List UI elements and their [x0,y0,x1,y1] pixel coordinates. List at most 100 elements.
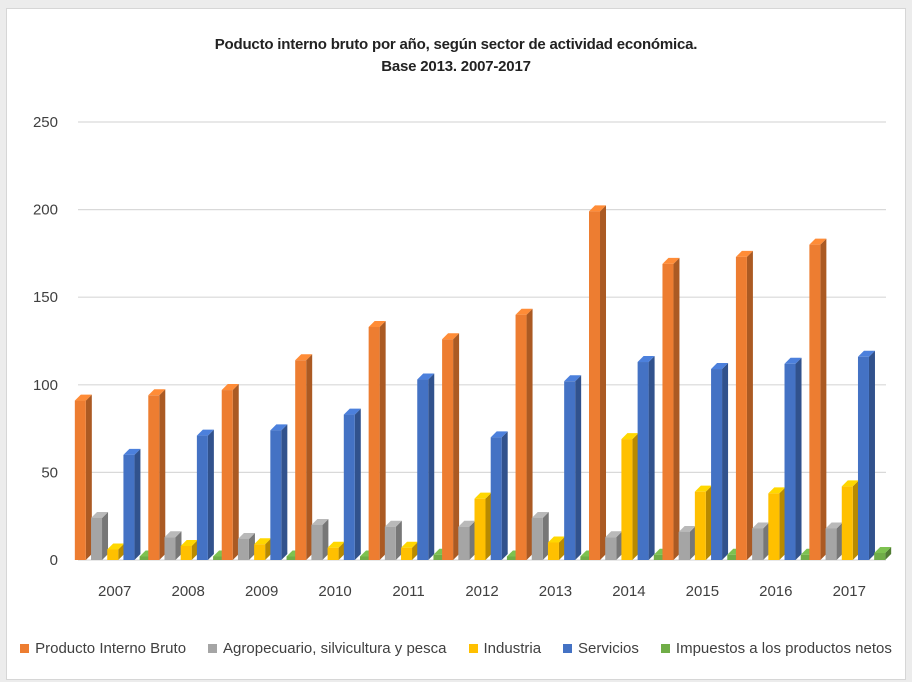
bar-front [327,547,339,560]
bar-top [662,257,680,264]
bar [368,320,386,560]
bar-front [295,360,307,560]
bar [857,350,875,560]
bar-front [605,537,617,560]
bar [401,541,419,560]
bar-front [809,244,821,560]
bar-side [648,356,655,560]
x-axis-ticks: 2007 2008 2009 2010 2011 2012 2013 2014 2015 2016… [98,583,866,600]
bar-front [662,263,674,560]
bar-front [490,437,502,560]
bar-front [735,256,747,560]
bar-top [368,320,386,327]
bar-front [148,395,160,560]
bar-top [221,384,239,391]
y-tick-label: 100 [33,377,58,394]
y-axis-ticks: 0 50 100 150 200 250 [33,114,58,569]
bar-side [632,433,639,560]
bar [295,354,313,560]
bar-side [175,531,182,560]
bar [123,448,141,560]
bar-top [825,522,843,529]
bar-side [248,532,255,560]
bar-top [809,238,827,245]
bar [311,518,329,560]
bar-front [237,538,249,560]
bar-front [213,556,225,560]
bar-side [338,541,345,560]
bar-front [752,528,764,560]
bar-side [428,373,435,560]
bar-side [673,257,680,560]
bar [343,408,361,560]
bar-side [616,531,623,560]
bar [254,538,272,560]
x-tick-label: 2009 [245,583,278,600]
bar [490,431,508,560]
bar-side [501,431,508,560]
bar [148,389,166,560]
bar-side [191,539,198,560]
bar-side [379,320,386,560]
bar-front [653,554,665,560]
bar-side [134,448,141,560]
bar [874,546,892,560]
bar-top [417,373,435,380]
legend-item: Producto Interno Bruto [20,640,186,657]
bar-top [490,431,508,438]
bar-top [107,543,125,550]
bar [784,357,802,560]
x-tick-label: 2011 [392,583,424,600]
legend-label: Producto Interno Bruto [35,640,187,657]
bar-top [196,429,214,436]
bar-front [401,547,413,560]
legend: Producto Interno Bruto Agropecuario, silv… [0,640,912,657]
bar-top [237,532,255,539]
y-tick-label: 50 [41,464,58,481]
x-tick-label: 2017 [833,583,866,600]
bar-side [868,350,875,560]
bar-front [857,356,869,560]
bar-front [474,498,486,560]
bar-front [564,381,576,560]
bar-side [705,485,712,560]
bar [825,522,843,560]
bar-side [469,520,476,560]
bar-top [384,520,402,527]
bar-side [542,511,549,560]
bar-top [784,357,802,364]
x-tick-label: 2007 [98,583,131,600]
bar-top [401,541,419,548]
bar-top [123,448,141,455]
bar [237,532,255,560]
bar [711,363,729,560]
x-tick-label: 2015 [686,583,719,600]
bar-front [727,554,739,560]
x-tick-label: 2008 [171,583,204,600]
bars [74,205,892,561]
bar-side [281,424,288,560]
bar-side [207,429,214,560]
bar-side [453,333,460,560]
bar-top [327,541,345,548]
bar-side [395,520,402,560]
bar-top [621,433,639,440]
bar [417,373,435,560]
legend-swatch [468,644,478,653]
bar [735,250,753,561]
bar-front [506,556,518,560]
legend-label: Industria [483,640,542,657]
legend-label: Impuestos a los productos netos [675,640,892,657]
bar [637,356,655,560]
x-tick-label: 2012 [465,583,498,600]
bar-top [857,350,875,357]
bar [474,492,492,560]
bar-front [164,537,176,560]
bar-side [159,389,166,560]
bar [768,487,786,560]
bar [752,522,770,560]
bar-side [354,408,361,560]
bar-front [180,545,192,560]
bar [589,205,607,561]
